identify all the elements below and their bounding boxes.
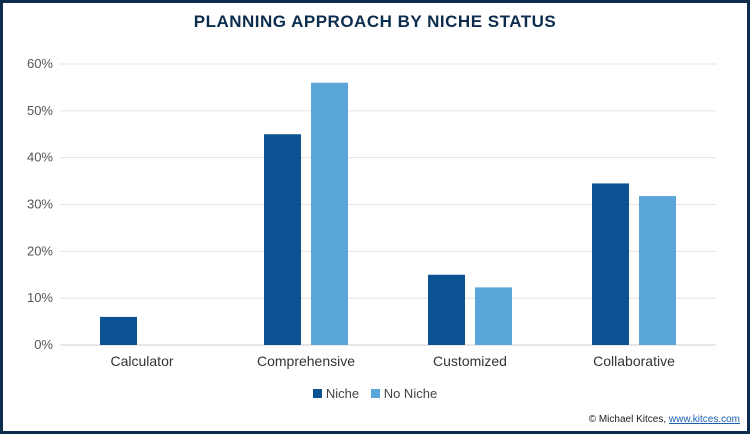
x-category-label: Calculator bbox=[110, 353, 173, 369]
chart-title: PLANNING APPROACH BY NICHE STATUS bbox=[193, 12, 557, 31]
bar-niche-comprehensive bbox=[264, 134, 301, 345]
y-tick-label: 10% bbox=[27, 290, 53, 305]
bar-no-niche-comprehensive bbox=[311, 82, 348, 345]
y-tick-label: 20% bbox=[27, 243, 53, 258]
credit: © Michael Kitces, www.kitces.com bbox=[589, 414, 740, 425]
credit-text: © Michael Kitces, bbox=[588, 414, 669, 425]
bar-no-niche-collaborative bbox=[639, 196, 676, 345]
y-tick-label: 30% bbox=[27, 197, 53, 212]
x-category-label: Customized bbox=[433, 353, 507, 369]
y-tick-label: 60% bbox=[27, 56, 53, 71]
bar-no-niche-customized bbox=[475, 287, 512, 345]
credit-link[interactable]: www.kitces.com bbox=[668, 414, 740, 425]
y-axis-ticks: 0% 10% 20% 30% 40% 50% 60% bbox=[27, 56, 53, 352]
legend-item-niche: Niche bbox=[312, 386, 360, 401]
legend-label-niche: Niche bbox=[325, 386, 360, 401]
y-tick-label: 50% bbox=[27, 103, 53, 118]
bar-niche-customized bbox=[428, 274, 465, 345]
x-axis-categories: Calculator Comprehensive Customized Collabo… bbox=[110, 353, 675, 369]
y-tick-label: 0% bbox=[34, 337, 53, 352]
bars bbox=[100, 82, 676, 345]
legend-label-no-niche: No Niche bbox=[383, 386, 438, 401]
bar-niche-calculator bbox=[100, 316, 137, 345]
legend-item-no-niche: No Niche bbox=[370, 386, 438, 401]
legend: Niche No Niche bbox=[0, 386, 750, 401]
x-category-label: Collaborative bbox=[593, 353, 675, 369]
bar-niche-collaborative bbox=[592, 183, 629, 345]
legend-swatch-no-niche bbox=[370, 389, 380, 398]
legend-swatch-niche bbox=[312, 389, 322, 398]
x-category-label: Comprehensive bbox=[257, 353, 355, 369]
y-tick-label: 40% bbox=[27, 150, 53, 165]
